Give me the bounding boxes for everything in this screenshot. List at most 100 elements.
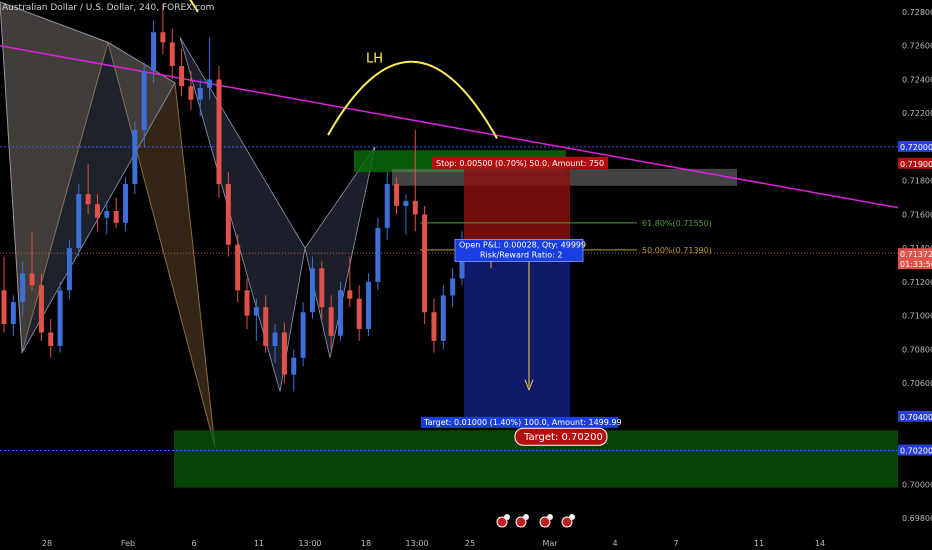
- candle-body: [29, 273, 35, 286]
- x-tick-label: Mar: [542, 539, 558, 548]
- event-flag-icon[interactable]: [496, 516, 508, 528]
- candle-body: [431, 312, 437, 341]
- candle-body: [394, 184, 400, 206]
- x-tick-label: 11: [754, 539, 764, 548]
- candle-body: [281, 332, 287, 375]
- reward-zone: [464, 253, 570, 422]
- candle-body: [104, 211, 110, 218]
- candle-body: [309, 268, 315, 313]
- fib-500-label: 50.00%(0.71390): [642, 246, 712, 255]
- event-count-icon: [569, 514, 575, 520]
- price-badge: [898, 258, 932, 270]
- price-badge: [898, 444, 932, 456]
- x-tick-label: 11: [254, 539, 264, 548]
- candle-body: [337, 290, 343, 336]
- candle-body: [356, 298, 362, 330]
- y-tick-label: 0.71900: [900, 160, 932, 169]
- risk-reward-label: Risk/Reward Ratio: 2: [480, 250, 562, 259]
- y-tick-label: 0.70400: [900, 413, 932, 422]
- candle-body: [10, 302, 16, 325]
- harmonic-bat-left: [0, 1, 176, 355]
- x-tick-label: 13:00: [405, 539, 428, 548]
- x-tick-label: 6: [191, 539, 196, 548]
- x-tick-label: Feb: [121, 539, 135, 548]
- candle-body: [123, 184, 129, 223]
- candle-body: [235, 244, 241, 291]
- candle-body: [113, 211, 119, 223]
- candle-body: [422, 214, 428, 313]
- y-tick-label: 0.70000: [902, 480, 932, 489]
- open-pl-box: [454, 239, 584, 262]
- y-tick-label: 0.70800: [902, 345, 932, 354]
- candle-body: [412, 200, 418, 215]
- y-tick-label: 0.72000: [900, 143, 932, 152]
- candle-body: [20, 273, 26, 303]
- x-tick-label: 13:00: [298, 539, 321, 548]
- event-count-icon: [523, 514, 529, 520]
- candle-body: [66, 248, 72, 291]
- y-tick-label: 0.70200: [900, 447, 932, 456]
- lh-label: LH: [366, 52, 383, 67]
- x-tick-label: 4: [612, 539, 617, 548]
- magenta-trendline: [0, 44, 899, 209]
- price-badge: [898, 248, 932, 260]
- candle-body: [328, 307, 334, 336]
- y-tick-label: 0.72800: [902, 8, 932, 17]
- candle-body: [263, 307, 269, 346]
- y-tick-label: 0.72600: [902, 42, 932, 51]
- candle-body: [160, 32, 166, 43]
- candle-body: [272, 332, 278, 346]
- y-tick-label: 0.70600: [902, 379, 932, 388]
- candle-body: [141, 71, 147, 131]
- candle-body: [440, 295, 446, 341]
- y-tick-label: 01:33:50: [900, 260, 932, 269]
- price-badge: [898, 140, 932, 152]
- target-info-label: Target: 0.01000 (1.40%) 100.0, Amount: 1…: [423, 418, 622, 427]
- candle-body: [216, 79, 222, 185]
- candle-body: [197, 87, 203, 100]
- y-tick-label: 0.71200: [902, 278, 932, 287]
- candle-body: [94, 204, 100, 218]
- candle-body: [57, 290, 63, 346]
- y-tick-label: 0.72200: [902, 109, 932, 118]
- candle-body: [375, 227, 381, 282]
- x-tick-label: 28: [42, 539, 52, 548]
- x-tick-label: 14: [815, 539, 825, 548]
- candle-body: [319, 268, 325, 308]
- chart-title: Australian Dollar / U.S. Dollar, 240, FO…: [2, 3, 215, 13]
- candle-body: [85, 194, 91, 205]
- candle-body: [48, 332, 54, 346]
- event-flag-icon[interactable]: [515, 516, 527, 528]
- candle-body: [179, 65, 185, 87]
- stop-label-box: [432, 156, 608, 169]
- target-bubble: [514, 427, 608, 446]
- candle-body: [132, 130, 138, 185]
- candle-body: [450, 278, 456, 296]
- candle-body: [1, 290, 7, 325]
- candle-body: [347, 290, 353, 299]
- candle-body: [188, 86, 194, 100]
- target-info-box: [421, 416, 618, 428]
- event-count-icon: [504, 514, 510, 520]
- down-arrow-head: [524, 379, 534, 392]
- fib-618-label: 61.80%(0.71550): [642, 219, 712, 228]
- candle-body: [76, 194, 82, 249]
- candle-body: [151, 32, 157, 72]
- stop-label: Stop: 0.00500 (0.70%) 50.0, Amount: 750: [436, 159, 604, 168]
- candle-body: [403, 200, 409, 206]
- candle-body: [38, 285, 44, 333]
- arc-top-fragment: [189, 0, 199, 13]
- candle-body: [366, 281, 372, 330]
- y-tick-label: 0.72400: [902, 75, 932, 84]
- target-bubble-label: Target: 0.70200: [523, 432, 603, 443]
- x-tick-label: 25: [465, 539, 475, 548]
- event-flag-icon[interactable]: [561, 516, 573, 528]
- price-badge: [898, 410, 932, 422]
- candle-body: [384, 184, 390, 228]
- candle-body: [244, 290, 250, 316]
- candle-body: [253, 307, 259, 316]
- event-flag-icon[interactable]: [539, 516, 551, 528]
- y-tick-label: 0.71000: [902, 312, 932, 321]
